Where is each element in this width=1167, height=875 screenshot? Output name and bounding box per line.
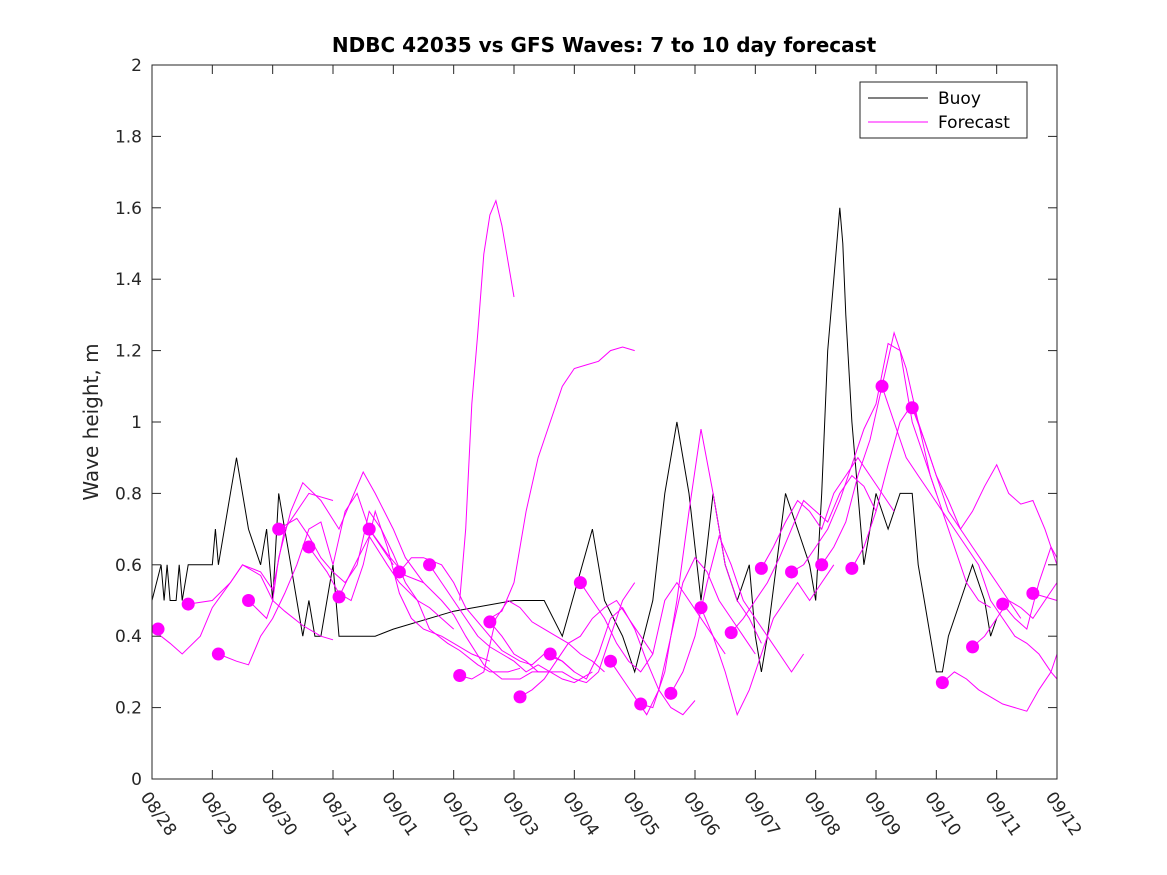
legend-forecast-label: Forecast: [938, 113, 1010, 133]
forecast-run-line: [972, 582, 1058, 648]
forecast-start-marker: [181, 597, 195, 611]
forecast-start-marker: [392, 565, 406, 579]
forecast-run-line: [700, 564, 835, 717]
forecast-start-marker: [151, 622, 165, 636]
forecast-run-line: [791, 342, 937, 573]
forecast-start-marker: [724, 626, 738, 640]
y-tick-label: 0.6: [115, 556, 142, 576]
forecast-start-marker: [664, 686, 678, 700]
forecast-start-marker: [785, 565, 799, 579]
y-tick-label: 1: [131, 413, 142, 433]
forecast-start-marker: [211, 647, 225, 661]
forecast-start-marker: [362, 522, 376, 536]
forecast-start-marker: [966, 640, 980, 654]
forecast-run-line: [549, 606, 696, 716]
forecast-run-line: [610, 556, 756, 716]
y-axis-ticks: 0 0.2 0.4 0.6 0.8 1 1.2 1.4 1.6 1.8 2: [115, 56, 1057, 790]
y-tick-label: 1.6: [115, 199, 142, 219]
y-tick-label: 0.8: [115, 484, 142, 504]
forecast-start-marker: [694, 601, 708, 615]
forecast-start-marker: [453, 668, 467, 682]
forecast-run-line: [821, 330, 991, 609]
forecast-start-marker: [754, 561, 768, 575]
forecast-start-marker: [483, 615, 497, 629]
buoy-series: [151, 207, 998, 674]
forecast-start-marker: [875, 379, 889, 393]
forecast-run-line: [942, 653, 1058, 712]
forecast-start-marker: [242, 594, 256, 607]
buoy-line: [151, 207, 998, 674]
forecast-run-line: [670, 534, 805, 694]
forecast-run-line: [730, 474, 877, 633]
forecast-start-marker: [423, 558, 437, 572]
forecast-run-line: [579, 581, 726, 673]
forecast-start-marker: [332, 590, 346, 604]
forecast-run-line: [188, 492, 334, 605]
forecast-run-line: [338, 535, 521, 673]
forecast-run-line: [248, 470, 424, 620]
forecast-run-line: [760, 456, 895, 569]
forecast-run-line: [489, 346, 635, 619]
chart-title: NDBC 42035 vs GFS Waves: 7 to 10 day for…: [332, 33, 877, 57]
forecast-run-line: [881, 386, 1058, 680]
forecast-start-marker: [302, 540, 316, 554]
y-tick-label: 0.4: [115, 627, 142, 647]
forecast-run-line: [429, 564, 593, 684]
forecast-run-line: [911, 407, 1058, 565]
forecast-start-marker: [996, 597, 1010, 611]
y-axis-label: Wave height, m: [79, 343, 103, 500]
forecast-start-marker: [935, 676, 949, 690]
forecast-start-marker: [604, 654, 618, 668]
y-tick-label: 0: [131, 770, 142, 790]
forecast-start-marker: [573, 576, 587, 590]
y-tick-label: 1.8: [115, 127, 142, 147]
legend: Buoy Forecast: [859, 81, 1028, 139]
forecast-start-marker: [634, 697, 648, 711]
forecast-run-line: [640, 429, 762, 709]
forecast-start-marker: [905, 401, 919, 415]
y-tick-label: 1.2: [115, 342, 142, 362]
forecast-start-marker: [272, 522, 286, 536]
legend-box: [859, 81, 1028, 139]
y-tick-label: 1.4: [115, 270, 142, 290]
y-tick-label: 2: [131, 56, 142, 76]
forecast-run-line: [459, 599, 605, 680]
forecast-start-marker: [845, 561, 859, 575]
legend-buoy-label: Buoy: [938, 89, 981, 109]
y-tick-label: 0.2: [115, 699, 142, 719]
forecast-run-line: [1002, 545, 1058, 631]
forecast-markers: [151, 379, 1040, 711]
forecast-start-marker: [513, 690, 527, 704]
forecast-start-marker: [815, 558, 829, 572]
forecast-run-line: [459, 199, 515, 601]
forecast-run-line: [489, 582, 636, 684]
forecast-start-marker: [1026, 586, 1040, 600]
forecast-start-marker: [543, 647, 557, 661]
